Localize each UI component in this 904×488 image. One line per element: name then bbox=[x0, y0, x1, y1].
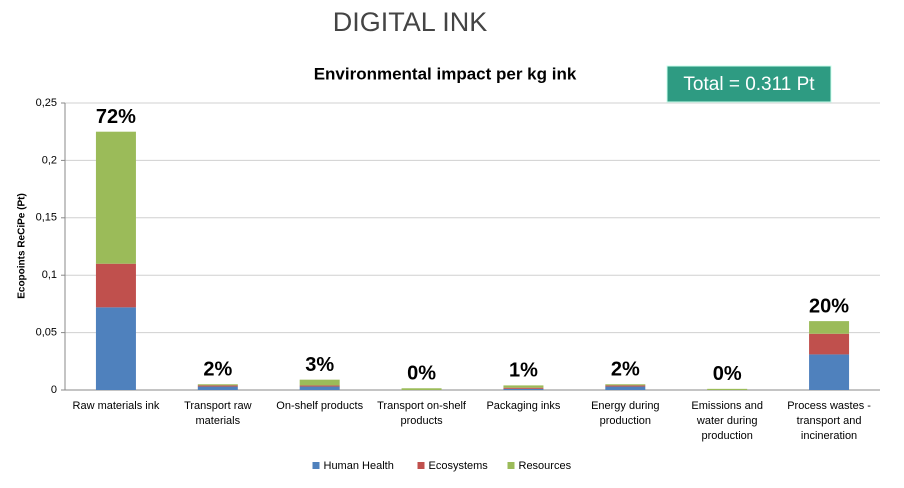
bar-segment bbox=[605, 385, 646, 387]
x-tick-label: Transport on-shelf products bbox=[377, 400, 466, 427]
bar-segment bbox=[95, 263, 136, 308]
percent-label: 20% bbox=[809, 295, 849, 317]
bar-segment bbox=[605, 386, 646, 390]
x-tick-label: Energy during production bbox=[591, 400, 660, 427]
bar-segment bbox=[809, 354, 850, 390]
y-tick-label: 0,1 bbox=[42, 269, 57, 281]
chart-title: Environmental impact per kg ink bbox=[314, 64, 577, 83]
total-text: Total = 0.311 Pt bbox=[683, 74, 815, 95]
bar-segment bbox=[197, 386, 238, 390]
legend-swatch bbox=[312, 462, 320, 469]
legend-swatch bbox=[507, 462, 515, 469]
x-tick-label: Transport raw materials bbox=[184, 400, 252, 427]
legend-label: Human Health bbox=[324, 460, 394, 472]
total-box bbox=[666, 65, 832, 103]
bar-segment bbox=[503, 387, 544, 389]
header: DIGITAL INK bbox=[333, 7, 488, 37]
y-axis-label: Ecopoints ReCiPe (Pt) bbox=[17, 193, 28, 299]
bar-segment bbox=[299, 386, 340, 390]
legend-label: Resources bbox=[519, 460, 572, 472]
percent-label: 1% bbox=[509, 360, 538, 382]
y-tick-label: 0,2 bbox=[42, 154, 57, 166]
x-tick-label: Process wastes - transport and incinerat… bbox=[787, 400, 871, 442]
bar-segment bbox=[605, 384, 646, 386]
bar-segment bbox=[197, 384, 238, 386]
bar-segment bbox=[809, 333, 850, 355]
y-tick-label: 0 bbox=[51, 384, 57, 396]
bar-segment bbox=[95, 131, 136, 264]
bar-segment bbox=[503, 385, 544, 388]
bar-segment bbox=[299, 385, 340, 387]
y-tick-label: 0,05 bbox=[36, 327, 57, 339]
bar-segment bbox=[503, 388, 544, 390]
percent-label: 72% bbox=[96, 106, 136, 128]
percent-label: 2% bbox=[203, 359, 232, 381]
bar-segment bbox=[707, 388, 748, 390]
x-tick-label: On-shelf products bbox=[276, 400, 364, 412]
bar-segment bbox=[197, 385, 238, 387]
y-tick-label: 0,25 bbox=[36, 97, 57, 109]
y-tick-label: 0,15 bbox=[36, 212, 57, 224]
bar-segment bbox=[299, 379, 340, 386]
x-tick-label: Raw materials ink bbox=[72, 400, 160, 412]
legend-label: Ecosystems bbox=[429, 460, 489, 472]
bar-segment bbox=[809, 321, 850, 334]
percent-label: 3% bbox=[305, 354, 334, 376]
percent-label: 0% bbox=[407, 363, 436, 385]
bar-segment bbox=[401, 388, 442, 390]
x-tick-label: Packaging inks bbox=[486, 400, 561, 412]
x-tick-label: Emissions and water during production bbox=[691, 400, 763, 442]
bar-segment bbox=[95, 307, 136, 390]
percent-label: 2% bbox=[611, 359, 640, 381]
percent-label: 0% bbox=[713, 363, 742, 385]
legend-swatch bbox=[417, 462, 425, 469]
